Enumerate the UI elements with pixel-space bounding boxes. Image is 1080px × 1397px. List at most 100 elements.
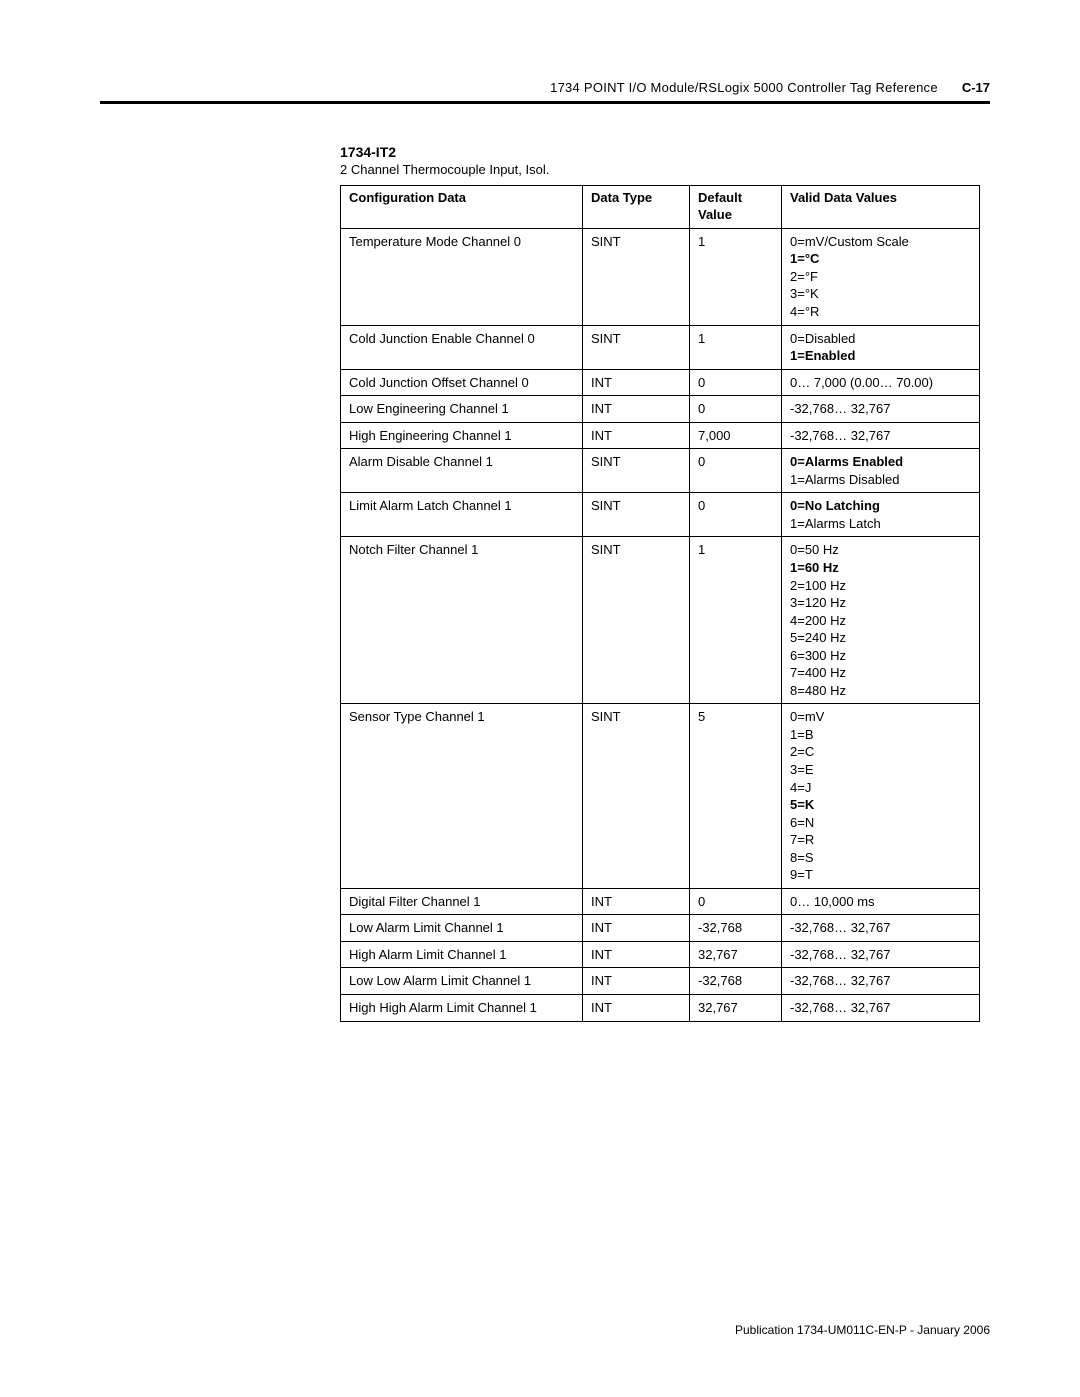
- cell-config: Notch Filter Channel 1: [341, 537, 583, 704]
- valid-value-line: -32,768… 32,767: [790, 947, 890, 962]
- table-header-row: Configuration Data Data Type DefaultValu…: [341, 186, 980, 229]
- table-row: Low Alarm Limit Channel 1INT-32,768 -32,7…: [341, 915, 980, 942]
- cell-valid: -32,768… 32,767: [782, 968, 980, 995]
- cell-default: 32,767: [690, 995, 782, 1022]
- valid-value-line: 8=S: [790, 850, 814, 865]
- cell-type: INT: [583, 888, 690, 915]
- header-type: Data Type: [583, 186, 690, 229]
- cell-config: High High Alarm Limit Channel 1: [341, 995, 583, 1022]
- valid-value-line: 2=°F: [790, 269, 818, 284]
- cell-config: Cold Junction Enable Channel 0: [341, 325, 583, 369]
- table-body: Temperature Mode Channel 0SINT10=mV/Cust…: [341, 228, 980, 1021]
- cell-type: INT: [583, 915, 690, 942]
- valid-value-line: 1=B: [790, 727, 814, 742]
- valid-value-line: 1=°C: [790, 251, 819, 266]
- table-row: Digital Filter Channel 1INT0 0… 10,000 ms: [341, 888, 980, 915]
- cell-config: Low Alarm Limit Channel 1: [341, 915, 583, 942]
- cell-type: INT: [583, 422, 690, 449]
- cell-type: SINT: [583, 228, 690, 325]
- cell-default: 32,767: [690, 941, 782, 968]
- cell-default: 1: [690, 537, 782, 704]
- valid-value-line: 7=400 Hz: [790, 665, 846, 680]
- page-footer: Publication 1734-UM011C-EN-P - January 2…: [735, 1323, 990, 1337]
- cell-default: 0: [690, 888, 782, 915]
- valid-value-line: 0… 7,000 (0.00… 70.00): [790, 375, 933, 390]
- cell-valid: 0=Alarms Enabled1=Alarms Disabled: [782, 449, 980, 493]
- cell-type: INT: [583, 968, 690, 995]
- cell-default: 1: [690, 325, 782, 369]
- cell-valid: 0=mV1=B2=C3=E4=J5=K6=N7=R8=S9=T: [782, 704, 980, 888]
- cell-type: SINT: [583, 704, 690, 888]
- cell-valid: -32,768… 32,767: [782, 995, 980, 1022]
- valid-value-line: 5=K: [790, 797, 814, 812]
- table-row: High Engineering Channel 1INT7,000-32,76…: [341, 422, 980, 449]
- header-config: Configuration Data: [341, 186, 583, 229]
- header-rule: [100, 101, 990, 104]
- valid-value-line: -32,768… 32,767: [790, 1000, 890, 1015]
- cell-default: 0: [690, 369, 782, 396]
- cell-valid: -32,768… 32,767: [782, 941, 980, 968]
- table-row: Low Low Alarm Limit Channel 1INT-32,768-…: [341, 968, 980, 995]
- cell-config: Low Low Alarm Limit Channel 1: [341, 968, 583, 995]
- valid-value-line: -32,768… 32,767: [790, 428, 890, 443]
- valid-value-line: 0=mV: [790, 709, 824, 724]
- valid-value-line: 4=200 Hz: [790, 613, 846, 628]
- valid-value-line: 1=Alarms Latch: [790, 516, 881, 531]
- valid-value-line: -32,768… 32,767: [790, 920, 890, 935]
- table-row: High Alarm Limit Channel 1INT32,767 -32,7…: [341, 941, 980, 968]
- valid-value-line: 7=R: [790, 832, 814, 847]
- valid-value-line: 8=480 Hz: [790, 683, 846, 698]
- configuration-table: Configuration Data Data Type DefaultValu…: [340, 185, 980, 1022]
- module-name: 1734-IT2: [340, 144, 990, 160]
- cell-valid: 0… 10,000 ms: [782, 888, 980, 915]
- valid-value-line: 4=J: [790, 780, 811, 795]
- valid-value-line: 0=50 Hz: [790, 542, 839, 557]
- valid-value-line: 1=60 Hz: [790, 560, 839, 575]
- valid-value-line: -32,768… 32,767: [790, 401, 890, 416]
- cell-config: Digital Filter Channel 1: [341, 888, 583, 915]
- table-row: Sensor Type Channel 1SINT50=mV1=B2=C3=E4…: [341, 704, 980, 888]
- header-title: 1734 POINT I/O Module/RSLogix 5000 Contr…: [550, 80, 938, 95]
- cell-config: Low Engineering Channel 1: [341, 396, 583, 423]
- valid-value-line: 1=Enabled: [790, 348, 855, 363]
- valid-value-line: 0… 10,000 ms: [790, 894, 875, 909]
- valid-value-line: 2=C: [790, 744, 814, 759]
- valid-value-line: -32,768… 32,767: [790, 973, 890, 988]
- valid-value-line: 3=°K: [790, 286, 819, 301]
- cell-valid: 0=50 Hz1=60 Hz2=100 Hz3=120 Hz4=200 Hz5=…: [782, 537, 980, 704]
- valid-value-line: 4=°R: [790, 304, 819, 319]
- table-row: Alarm Disable Channel 1SINT00=Alarms Ena…: [341, 449, 980, 493]
- cell-type: SINT: [583, 449, 690, 493]
- valid-value-line: 0=No Latching: [790, 498, 880, 513]
- valid-value-line: 6=300 Hz: [790, 648, 846, 663]
- table-row: Temperature Mode Channel 0SINT10=mV/Cust…: [341, 228, 980, 325]
- table-row: Notch Filter Channel 1SINT10=50 Hz1=60 H…: [341, 537, 980, 704]
- cell-default: -32,768: [690, 968, 782, 995]
- cell-config: Alarm Disable Channel 1: [341, 449, 583, 493]
- cell-valid: 0=Disabled 1=Enabled: [782, 325, 980, 369]
- valid-value-line: 9=T: [790, 867, 813, 882]
- cell-type: SINT: [583, 325, 690, 369]
- valid-value-line: 5=240 Hz: [790, 630, 846, 645]
- page: 1734 POINT I/O Module/RSLogix 5000 Contr…: [0, 0, 1080, 1397]
- cell-valid: 0=mV/Custom Scale1=°C2=°F3=°K4=°R: [782, 228, 980, 325]
- cell-default: -32,768: [690, 915, 782, 942]
- cell-config: High Alarm Limit Channel 1: [341, 941, 583, 968]
- valid-value-line: 1=Alarms Disabled: [790, 472, 899, 487]
- cell-type: SINT: [583, 493, 690, 537]
- valid-value-line: 2=100 Hz: [790, 578, 846, 593]
- cell-config: Sensor Type Channel 1: [341, 704, 583, 888]
- table-row: Limit Alarm Latch Channel 1SINT00=No Lat…: [341, 493, 980, 537]
- table-row: Low Engineering Channel 1INT0-32,768… 32…: [341, 396, 980, 423]
- valid-value-line: 6=N: [790, 815, 814, 830]
- cell-valid: -32,768… 32,767: [782, 396, 980, 423]
- cell-config: Temperature Mode Channel 0: [341, 228, 583, 325]
- cell-default: 7,000: [690, 422, 782, 449]
- cell-valid: 0=No Latching 1=Alarms Latch: [782, 493, 980, 537]
- cell-type: INT: [583, 396, 690, 423]
- cell-valid: 0… 7,000 (0.00… 70.00): [782, 369, 980, 396]
- cell-type: INT: [583, 941, 690, 968]
- valid-value-line: 0=Disabled: [790, 331, 855, 346]
- cell-valid: -32,768… 32,767: [782, 422, 980, 449]
- cell-type: INT: [583, 995, 690, 1022]
